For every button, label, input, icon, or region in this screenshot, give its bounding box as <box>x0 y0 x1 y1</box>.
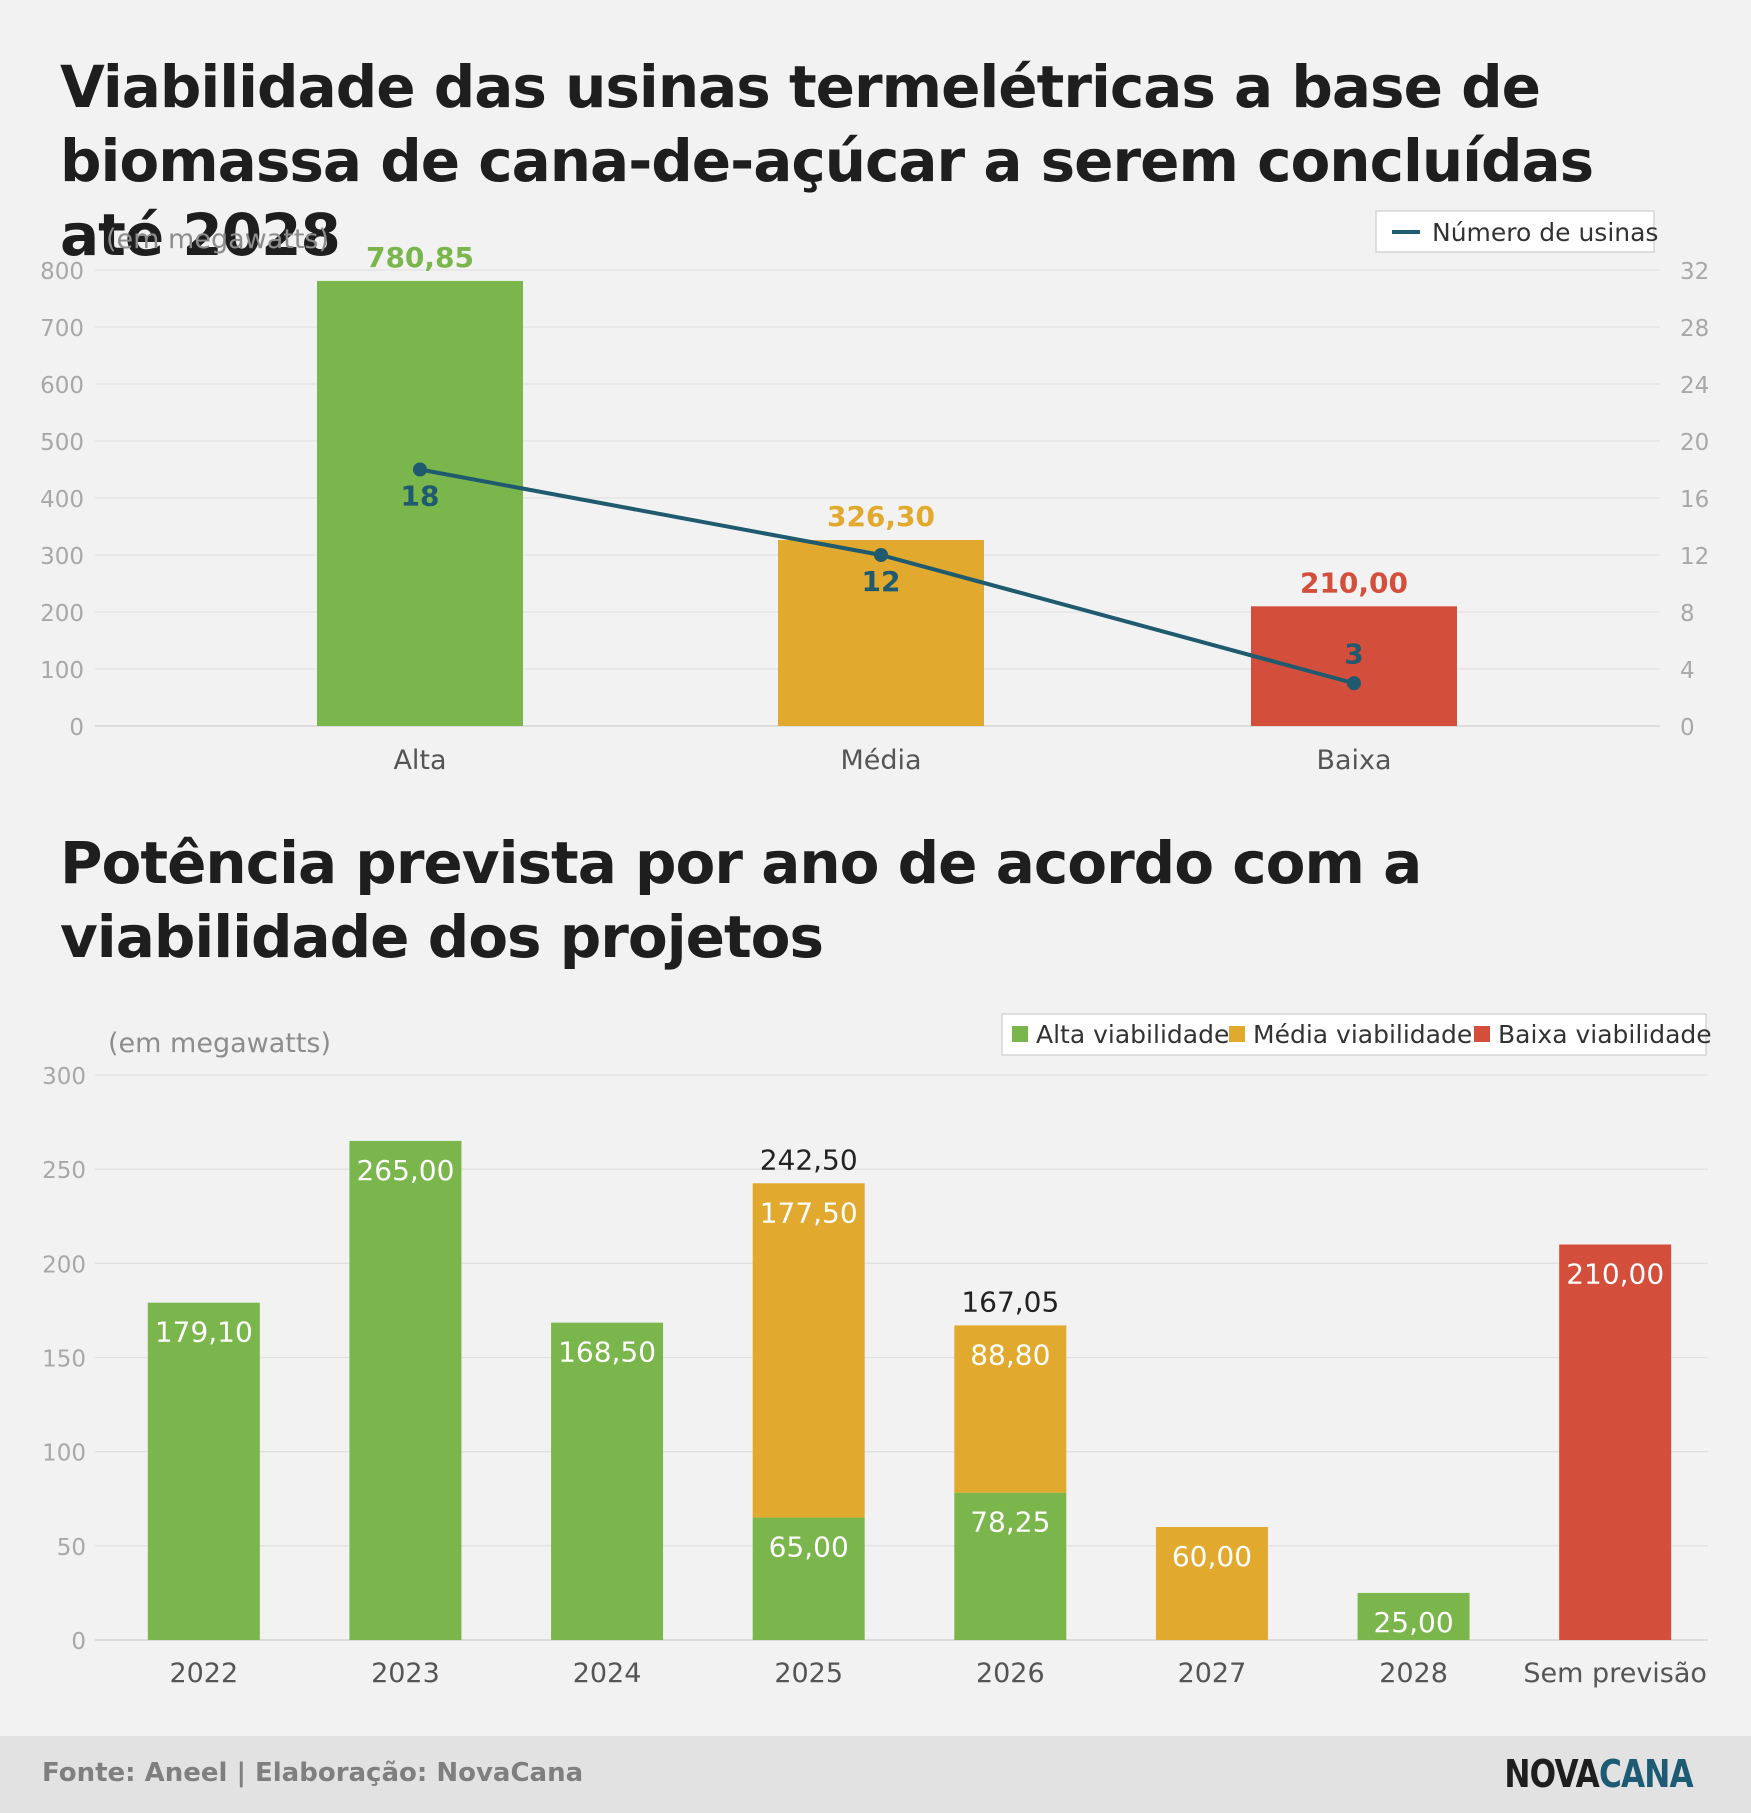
y-tick-label: 700 <box>40 316 84 342</box>
usinas-point <box>413 462 427 477</box>
usinas-value-label: 3 <box>1344 637 1363 670</box>
category-label: Baixa <box>1316 745 1391 776</box>
bar-segment-0 <box>147 1302 260 1640</box>
viability-chart: 0100200300400500600700800048121620242832… <box>40 210 1709 776</box>
y2-tick-label: 4 <box>1680 658 1695 684</box>
bar-segment-0 <box>954 1492 1067 1640</box>
segment-value-label: 78,25 <box>970 1506 1050 1539</box>
legend-swatch <box>1474 1026 1490 1042</box>
category-label: 2022 <box>169 1658 238 1689</box>
segment-value-label: 65,00 <box>769 1531 849 1564</box>
bar-segment-1 <box>1155 1527 1268 1640</box>
category-label: 2023 <box>371 1658 440 1689</box>
bar-segment-2 <box>1559 1244 1672 1640</box>
y-tick-label: 600 <box>40 373 84 399</box>
y-tick-label: 0 <box>71 1629 86 1655</box>
bar-segment-0 <box>1357 1592 1470 1640</box>
legend-box <box>1001 1013 1707 1056</box>
y2-tick-label: 20 <box>1680 430 1709 456</box>
segment-value-label: 25,00 <box>1373 1606 1453 1639</box>
chart2-title: Potência prevista por ano de acordo com … <box>60 829 1422 971</box>
category-label: 2025 <box>774 1658 843 1689</box>
unit-label: (em megawatts) <box>108 1028 331 1059</box>
legend-label: Baixa viabilidade <box>1498 1020 1712 1049</box>
y2-tick-label: 32 <box>1680 259 1709 285</box>
legend-swatch <box>1012 1026 1028 1042</box>
category-label: Média <box>840 745 921 776</box>
y-tick-label: 300 <box>40 544 84 570</box>
segment-value-label: 179,10 <box>155 1316 253 1349</box>
y2-tick-label: 28 <box>1680 316 1709 342</box>
y-tick-label: 100 <box>42 1441 86 1467</box>
y-tick-label: 400 <box>40 487 84 513</box>
segment-value-label: 88,80 <box>970 1338 1050 1371</box>
bar-segment-1 <box>752 1183 865 1518</box>
bar-value-label: 780,85 <box>366 241 474 274</box>
y-tick-label: 250 <box>42 1158 86 1184</box>
legend-swatch <box>1229 1026 1245 1042</box>
unit-label: (em megawatts) <box>106 224 329 255</box>
novacana-logo: NOVACANA <box>1504 1752 1694 1796</box>
total-value-label: 167,05 <box>961 1285 1059 1318</box>
legend-label: Número de usinas <box>1432 218 1658 247</box>
legend-label: Média viabilidade <box>1253 1020 1472 1049</box>
category-label: Alta <box>393 745 446 776</box>
segment-value-label: 60,00 <box>1172 1540 1252 1573</box>
y2-tick-label: 16 <box>1680 487 1709 513</box>
y-tick-label: 200 <box>40 601 84 627</box>
y-tick-label: 150 <box>42 1347 86 1373</box>
segment-value-label: 210,00 <box>1566 1258 1664 1291</box>
footer: Fonte: Aneel | Elaboração: NovaCana NOVA… <box>0 1736 1751 1813</box>
y-tick-label: 800 <box>40 259 84 285</box>
bar-value-label: 210,00 <box>1300 566 1408 599</box>
usinas-point <box>1347 676 1361 691</box>
y-tick-label: 300 <box>42 1064 86 1090</box>
y-tick-label: 100 <box>40 658 84 684</box>
chart1-title: Viabilidade das usinas termelétricas a b… <box>60 53 1594 269</box>
y-tick-label: 200 <box>42 1252 86 1278</box>
segment-value-label: 168,50 <box>558 1336 656 1369</box>
bar-segment-1 <box>954 1325 1067 1493</box>
category-label: 2026 <box>976 1658 1045 1689</box>
y2-tick-label: 24 <box>1680 373 1709 399</box>
y-tick-label: 500 <box>40 430 84 456</box>
segment-value-label: 177,50 <box>760 1196 858 1229</box>
bar-média <box>778 540 984 726</box>
category-label: 2024 <box>573 1658 642 1689</box>
legend-box <box>1375 210 1655 253</box>
bar-segment-0 <box>752 1517 865 1640</box>
footer-source: Fonte: Aneel | Elaboração: NovaCana <box>42 1758 584 1788</box>
bar-alta <box>317 280 523 726</box>
y2-tick-label: 8 <box>1680 601 1695 627</box>
usinas-value-label: 12 <box>862 565 901 598</box>
y-tick-label: 0 <box>69 715 84 741</box>
usinas-value-label: 18 <box>401 480 440 513</box>
y-tick-label: 50 <box>57 1535 86 1561</box>
total-value-label: 242,50 <box>760 1143 858 1176</box>
bar-segment-0 <box>551 1322 664 1640</box>
category-label: Sem previsão <box>1523 1658 1707 1689</box>
y2-tick-label: 12 <box>1680 544 1709 570</box>
bar-value-label: 326,30 <box>827 500 935 533</box>
category-label: 2027 <box>1178 1658 1247 1689</box>
segment-value-label: 265,00 <box>356 1154 454 1187</box>
category-label: 2028 <box>1379 1658 1448 1689</box>
usinas-point <box>874 548 888 562</box>
bar-segment-0 <box>349 1140 462 1640</box>
y2-tick-label: 0 <box>1680 715 1695 741</box>
legend-label: Alta viabilidade <box>1036 1020 1229 1049</box>
